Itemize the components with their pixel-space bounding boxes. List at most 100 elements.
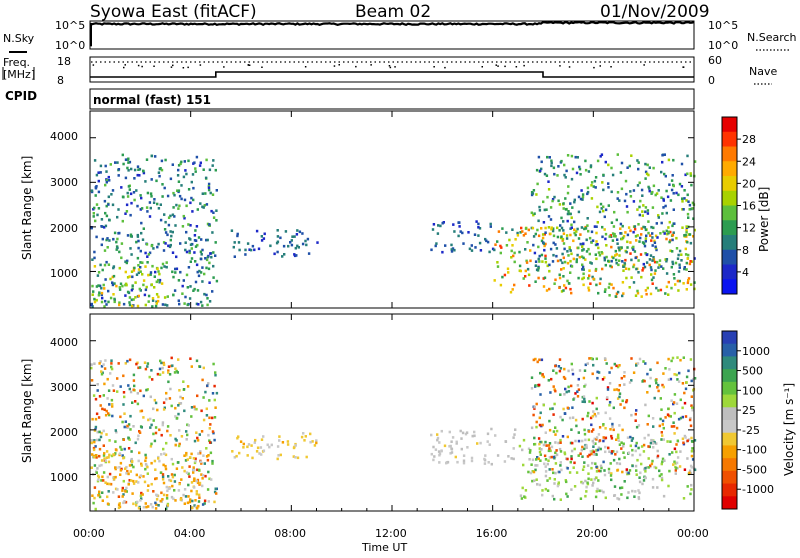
range-cell	[535, 268, 539, 272]
range-cell	[660, 438, 663, 441]
range-cell	[614, 249, 617, 253]
range-cell	[121, 420, 124, 424]
nave-dot	[433, 66, 435, 68]
range-cell	[583, 369, 587, 372]
range-cell	[297, 246, 300, 249]
range-cell	[190, 406, 194, 409]
range-cell	[207, 185, 211, 188]
range-cell	[112, 266, 115, 270]
range-cell	[662, 267, 665, 270]
range-cell	[132, 388, 135, 392]
range-cell	[128, 464, 132, 467]
range-cell	[529, 449, 532, 452]
range-cell	[566, 467, 569, 470]
range-cell	[455, 442, 458, 445]
range-cell	[637, 223, 640, 226]
range-cell	[157, 295, 160, 299]
range-cell	[655, 260, 659, 264]
range-cell	[615, 261, 618, 265]
range-cell	[637, 161, 640, 164]
range-cell	[129, 479, 133, 482]
range-cell	[104, 211, 107, 215]
range-cell	[668, 183, 671, 186]
range-cell	[637, 489, 640, 492]
range-cell	[203, 272, 206, 276]
range-cell	[116, 215, 119, 219]
range-cell	[598, 282, 602, 285]
range-cell	[128, 438, 131, 441]
range-cell	[686, 193, 689, 197]
range-cell	[567, 385, 570, 389]
range-cell	[591, 239, 595, 242]
range-cell	[644, 239, 647, 243]
range-cell	[659, 232, 662, 235]
range-cell	[618, 199, 621, 202]
range-cell	[558, 273, 561, 277]
range-cell	[540, 358, 544, 362]
velocity-colorbar-segment	[722, 331, 737, 345]
range-cell	[666, 413, 670, 416]
range-cell	[653, 272, 657, 275]
range-cell	[585, 250, 589, 253]
noise-ytick-top: 10^5	[55, 19, 85, 32]
range-cell	[564, 387, 567, 391]
range-cell	[646, 163, 649, 167]
range-cell	[583, 447, 586, 451]
range-cell	[549, 247, 553, 251]
range-cell	[668, 220, 671, 224]
range-cell	[118, 453, 121, 457]
range-cell	[136, 304, 140, 308]
range-cell	[208, 439, 211, 442]
noise-panel-frame	[89, 20, 695, 50]
range-cell	[126, 191, 129, 195]
range-cell	[208, 441, 212, 444]
range-cell	[118, 250, 121, 254]
range-cell	[128, 296, 132, 299]
range-cell	[564, 197, 567, 200]
range-cell	[488, 443, 491, 446]
range-cell	[205, 407, 208, 411]
range-cell	[127, 483, 130, 486]
range-cell	[552, 471, 555, 475]
range-cell	[131, 284, 134, 287]
range-cell	[574, 439, 577, 443]
range-cell	[602, 436, 605, 439]
range-cell	[572, 398, 575, 401]
range-cell	[630, 439, 634, 442]
range-cell	[198, 496, 201, 499]
range-cell	[185, 204, 188, 208]
range-cell	[296, 229, 299, 232]
range-cell	[672, 192, 675, 195]
range-cell	[112, 293, 115, 296]
range-cell	[634, 464, 638, 468]
range-cell	[98, 395, 102, 398]
range-cell	[645, 234, 648, 238]
freq-label-line1: Freq.	[3, 56, 30, 69]
range-cell	[137, 246, 140, 250]
range-cell	[139, 194, 142, 197]
range-cell	[629, 435, 632, 439]
range-cell	[585, 490, 588, 493]
range-cell	[590, 423, 593, 427]
range-cell	[650, 438, 653, 442]
range-cell	[122, 403, 125, 406]
range-cell	[488, 250, 491, 254]
range-cell	[198, 365, 202, 368]
range-cell	[90, 302, 93, 306]
range-cell	[558, 276, 562, 280]
range-cell	[213, 398, 216, 402]
range-cell	[551, 199, 554, 203]
range-cell	[146, 472, 149, 475]
range-cell	[94, 417, 98, 421]
range-cell	[300, 435, 304, 439]
range-cell	[167, 365, 171, 368]
range-cell	[439, 224, 442, 228]
range-cell	[645, 261, 649, 264]
range-cell	[107, 289, 110, 293]
range-cell	[607, 467, 611, 471]
range-cell	[136, 392, 139, 395]
range-cell	[608, 382, 612, 385]
range-cell	[530, 463, 533, 466]
range-cell	[175, 439, 178, 442]
range-cell	[610, 221, 614, 224]
